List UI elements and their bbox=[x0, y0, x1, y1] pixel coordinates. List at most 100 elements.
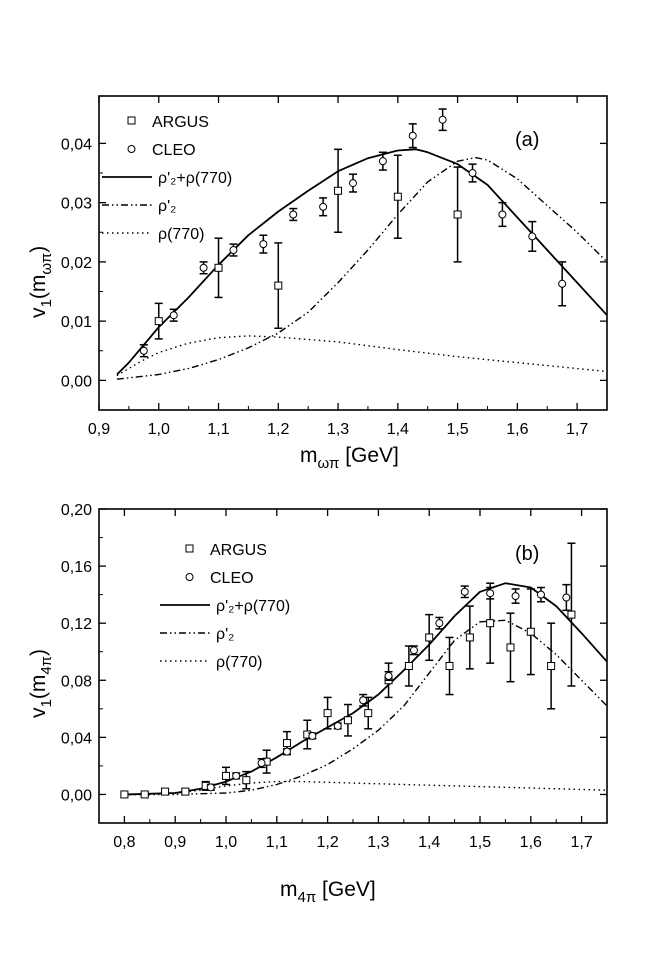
y-axis-label-a: v1(mωπ) bbox=[27, 246, 55, 318]
y-tick-label-a: 0,02 bbox=[61, 255, 92, 272]
y-tick-label-b: 0,08 bbox=[61, 673, 92, 690]
x-tick-label-a: 1,2 bbox=[267, 421, 289, 438]
x-axis-label-b-main: m bbox=[280, 878, 298, 901]
argus-point-b bbox=[567, 610, 576, 619]
x-tick-label-b: 1,5 bbox=[469, 834, 491, 851]
cleo-point-a bbox=[378, 157, 387, 166]
x-tick-label-a: 0,9 bbox=[88, 421, 110, 438]
cleo-point-a bbox=[498, 210, 507, 219]
y-axis-label-a-argsub: ωπ bbox=[38, 253, 55, 275]
cleo-point-b bbox=[511, 592, 520, 601]
x-tick-label-b: 1,2 bbox=[316, 834, 338, 851]
argus-point-b bbox=[120, 790, 129, 799]
curve-b-solid bbox=[124, 582, 608, 796]
legend-label: ρ(770) bbox=[158, 226, 204, 243]
x-axis-label-a: mωπ [GeV] bbox=[300, 444, 399, 472]
legend-entry-b: ARGUS bbox=[185, 542, 267, 559]
x-axis-label-a-sub: ωπ bbox=[318, 455, 340, 472]
cleo-point-a bbox=[199, 263, 208, 272]
x-axis-label-a-main: m bbox=[300, 444, 318, 467]
argus-point-b bbox=[425, 633, 434, 642]
y-tick-label-b: 0,12 bbox=[61, 616, 92, 633]
curve-b-dash-dot-dot bbox=[124, 619, 608, 796]
x-axis-label-b-unit: [GeV] bbox=[316, 878, 376, 901]
legend-label: ARGUS bbox=[210, 542, 267, 559]
y-tick-label-b: 0,16 bbox=[61, 559, 92, 576]
argus-point-a bbox=[154, 317, 163, 326]
y-axis-label-b-sub: 1 bbox=[38, 699, 55, 707]
argus-point-b bbox=[242, 776, 251, 785]
cleo-point-b bbox=[435, 619, 444, 628]
argus-point-a bbox=[334, 186, 343, 195]
x-tick-label-a: 1,0 bbox=[148, 421, 170, 438]
argus-point-b bbox=[445, 662, 454, 670]
cleo-point-b bbox=[359, 696, 368, 705]
curve-a-solid bbox=[116, 148, 608, 376]
cleo-point-b bbox=[536, 590, 545, 599]
legend-entry-b: CLEO bbox=[185, 570, 254, 587]
x-tick-label-a: 1,7 bbox=[566, 421, 588, 438]
legend-label: CLEO bbox=[210, 570, 254, 587]
legend-label: CLEO bbox=[152, 142, 196, 159]
legend-label: ρ'₂ bbox=[216, 626, 234, 643]
legend-label: ρ(770) bbox=[216, 654, 262, 671]
argus-point-b bbox=[140, 790, 149, 799]
legend-entry-b: ρ'₂+ρ(770) bbox=[160, 598, 290, 615]
cleo-point-a bbox=[349, 179, 357, 188]
argus-point-b bbox=[161, 787, 170, 796]
legend-square-marker bbox=[127, 116, 136, 125]
legend-label: ARGUS bbox=[152, 114, 209, 131]
legend-entry-a: ρ'₂ bbox=[102, 198, 176, 215]
legend-entry-b: ρ(770) bbox=[160, 654, 262, 671]
y-tick-label-a: 0,01 bbox=[61, 314, 92, 331]
cleo-point-a bbox=[139, 346, 148, 355]
cleo-point-b bbox=[206, 783, 215, 792]
y-axis-label-a-open: ( bbox=[27, 292, 50, 299]
y-tick-label-b: 0,04 bbox=[61, 730, 92, 747]
legend-entry-b: ρ'₂ bbox=[160, 626, 234, 643]
cleo-point-b bbox=[282, 747, 291, 756]
x-tick-label-a: 1,1 bbox=[207, 421, 229, 438]
x-tick-label-b: 1,3 bbox=[367, 834, 389, 851]
y-axis-label-b-open: ( bbox=[27, 692, 50, 699]
x-tick-label-a: 1,3 bbox=[327, 421, 349, 438]
x-axis-label-b: m4π [GeV] bbox=[280, 878, 376, 906]
cleo-point-b bbox=[333, 721, 342, 730]
argus-point-b bbox=[547, 662, 556, 670]
y-axis-label-a-sub: 1 bbox=[38, 299, 55, 307]
argus-point-b bbox=[181, 787, 190, 796]
cleo-point-a bbox=[528, 232, 537, 241]
y-axis-label-a-close: ) bbox=[27, 246, 50, 253]
x-tick-label-b: 0,8 bbox=[113, 834, 135, 851]
y-tick-label-b: 0,20 bbox=[61, 502, 92, 519]
y-tick-label-a: 0,04 bbox=[61, 136, 92, 153]
y-tick-label-b: 0,00 bbox=[61, 787, 92, 804]
cleo-point-a bbox=[229, 246, 238, 255]
argus-point-a bbox=[274, 281, 283, 290]
cleo-point-b bbox=[486, 589, 495, 598]
y-axis-label-a-main: v bbox=[27, 307, 50, 318]
x-tick-label-a: 1,4 bbox=[387, 421, 409, 438]
legend-entry-a: CLEO bbox=[127, 142, 196, 159]
legend-label: ρ'₂ bbox=[158, 198, 176, 215]
cleo-point-a bbox=[468, 169, 477, 178]
y-axis-label-b-arg: m bbox=[27, 675, 50, 693]
x-tick-label-b: 1,6 bbox=[520, 834, 542, 851]
cleo-point-b bbox=[384, 671, 393, 680]
panel-b: 0,8 0,9 1,0 1,1 1,2 1,3 1,4 1,5 1,6 1,7 0,00 0,04 0,… bbox=[27, 502, 608, 906]
argus-point-a bbox=[214, 263, 223, 272]
legend-circle-marker bbox=[127, 145, 136, 153]
x-tick-label-b: 1,0 bbox=[215, 834, 237, 851]
legend-entry-a: ρ(770) bbox=[102, 226, 204, 243]
panel-label-b: (b) bbox=[515, 543, 539, 565]
cleo-point-b bbox=[257, 759, 266, 768]
legend-entry-a: ρ'₂+ρ(770) bbox=[102, 170, 232, 187]
x-tick-label-b: 1,1 bbox=[266, 834, 288, 851]
plot-frame-a bbox=[98, 95, 608, 411]
argus-point-b bbox=[506, 643, 515, 652]
curve-b-dotted bbox=[124, 780, 608, 796]
argus-point-b bbox=[282, 739, 291, 748]
argus-point-b bbox=[343, 716, 352, 725]
legend-square-marker bbox=[185, 544, 194, 553]
